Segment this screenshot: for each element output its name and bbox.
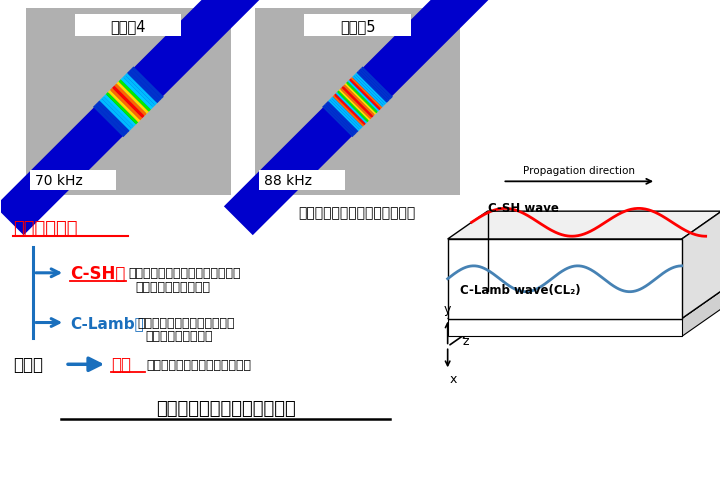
Polygon shape <box>104 95 136 127</box>
Text: ：振動方向が板表面に平行かつ，: ：振動方向が板表面に平行かつ， <box>128 266 240 279</box>
Text: 伝搬方向に対して垂直: 伝搬方向に対して垂直 <box>136 280 211 293</box>
Text: x: x <box>450 372 457 385</box>
Text: C-SH wave: C-SH wave <box>487 202 558 215</box>
Bar <box>75 15 182 37</box>
Polygon shape <box>224 0 491 236</box>
Text: z: z <box>462 335 469 348</box>
Text: C-SH波: C-SH波 <box>70 264 125 282</box>
Polygon shape <box>112 86 145 119</box>
Polygon shape <box>93 106 125 138</box>
Polygon shape <box>99 99 132 132</box>
Polygon shape <box>342 87 373 119</box>
Text: 定在波: 定在波 <box>14 356 43 373</box>
Text: Propagation direction: Propagation direction <box>523 166 635 176</box>
Polygon shape <box>0 0 262 236</box>
Text: 88 kHz: 88 kHz <box>265 174 312 188</box>
Polygon shape <box>335 93 368 124</box>
Polygon shape <box>348 81 379 112</box>
Polygon shape <box>125 73 157 106</box>
Text: 角波敗4: 角波敗4 <box>110 19 146 34</box>
Polygon shape <box>102 97 134 130</box>
Polygon shape <box>339 90 371 121</box>
Text: （角波数が整数個のとき発生）: （角波数が整数個のとき発生） <box>147 358 252 371</box>
Text: 円周ガイド波: 円周ガイド波 <box>14 220 78 238</box>
Text: 70 kHz: 70 kHz <box>35 174 83 188</box>
Polygon shape <box>682 212 721 319</box>
Text: 角波数：円周上にある波の数: 角波数：円周上にある波の数 <box>156 399 296 417</box>
Polygon shape <box>448 291 721 319</box>
Polygon shape <box>322 106 354 138</box>
Text: 波動伝搝シミュレーション結果: 波動伝搝シミュレーション結果 <box>298 206 415 220</box>
Bar <box>260 171 345 191</box>
Bar <box>304 15 410 37</box>
Polygon shape <box>131 67 164 100</box>
Polygon shape <box>116 82 149 115</box>
Polygon shape <box>350 78 382 109</box>
Polygon shape <box>360 69 392 101</box>
Polygon shape <box>106 93 138 125</box>
Polygon shape <box>361 67 393 99</box>
Polygon shape <box>324 105 355 136</box>
Polygon shape <box>325 103 357 135</box>
Polygon shape <box>129 70 162 102</box>
Text: 角波敗5: 角波敗5 <box>340 19 375 34</box>
Polygon shape <box>355 73 387 105</box>
Polygon shape <box>114 84 147 117</box>
Polygon shape <box>357 72 389 104</box>
Polygon shape <box>334 94 366 126</box>
Polygon shape <box>448 212 721 240</box>
Polygon shape <box>346 82 378 114</box>
Polygon shape <box>332 96 365 127</box>
Polygon shape <box>448 240 682 319</box>
Text: C-Lamb wave(CL₂): C-Lamb wave(CL₂) <box>459 283 580 296</box>
Polygon shape <box>120 78 153 110</box>
Bar <box>26 9 231 196</box>
Polygon shape <box>448 319 682 337</box>
Polygon shape <box>329 98 361 131</box>
Bar <box>30 171 116 191</box>
Polygon shape <box>123 76 155 108</box>
Polygon shape <box>108 91 141 123</box>
Polygon shape <box>343 85 375 117</box>
Polygon shape <box>331 97 363 129</box>
Polygon shape <box>682 291 721 337</box>
Text: C-Lamb波: C-Lamb波 <box>70 315 144 330</box>
Polygon shape <box>127 72 159 104</box>
Polygon shape <box>110 88 143 121</box>
Polygon shape <box>97 101 130 133</box>
Polygon shape <box>337 91 369 123</box>
Bar <box>255 9 459 196</box>
Polygon shape <box>118 80 151 112</box>
Text: y: y <box>444 302 451 315</box>
Polygon shape <box>345 84 376 116</box>
Polygon shape <box>327 102 358 133</box>
Polygon shape <box>328 100 360 132</box>
Text: ：振動方向が板表面に垂直，: ：振動方向が板表面に垂直， <box>138 316 235 329</box>
Polygon shape <box>352 76 384 108</box>
Text: 共鳴: 共鳴 <box>111 356 131 373</box>
Polygon shape <box>340 88 372 120</box>
Polygon shape <box>349 79 381 111</box>
Text: 伝搬方向が長手方向: 伝搬方向が長手方向 <box>146 330 213 343</box>
Polygon shape <box>95 103 128 136</box>
Polygon shape <box>358 70 390 102</box>
Polygon shape <box>353 75 386 107</box>
